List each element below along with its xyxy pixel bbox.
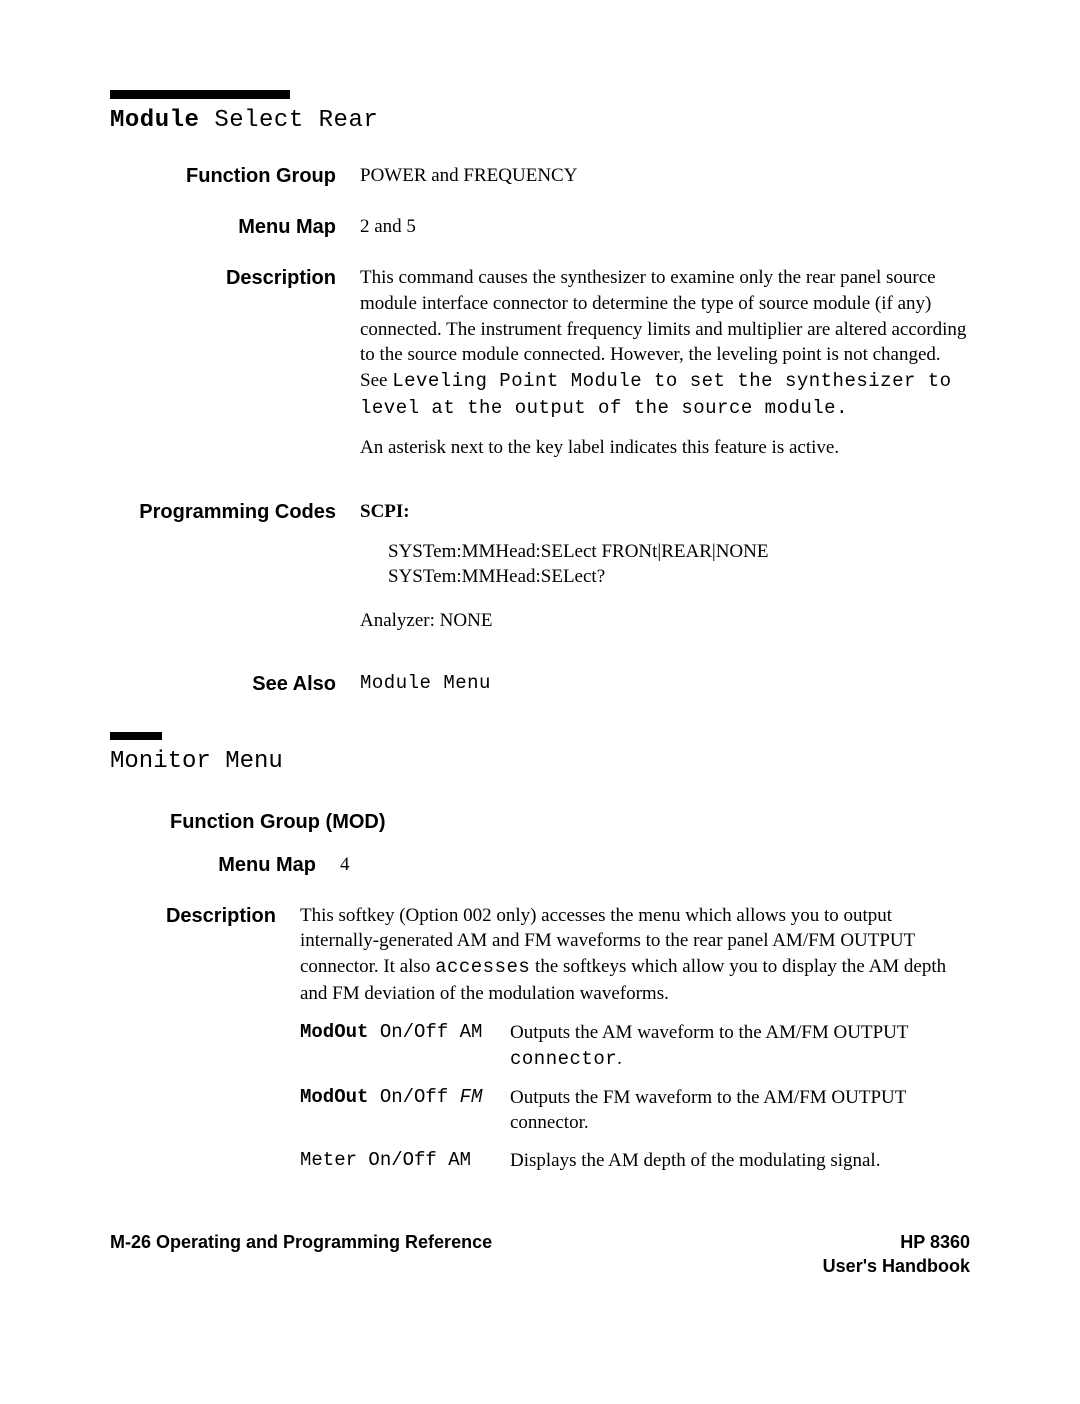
softkey-desc-2: Outputs the FM waveform to the AM/FM OUT… bbox=[510, 1085, 970, 1136]
scpi-line-1: SYSTem:MMHead:SELect FRONt|REAR|NONE bbox=[388, 539, 970, 565]
row-function-group-2: Function Group (MOD) bbox=[110, 809, 970, 836]
row-menu-map-2: Menu Map 4 bbox=[110, 852, 970, 879]
softkey-row-1: ModOut On/Off AM Outputs the AM waveform… bbox=[300, 1020, 970, 1072]
value-menu-map-2: 4 bbox=[340, 852, 970, 879]
label-see-also: See Also bbox=[110, 671, 360, 698]
sk1-desc-mono: connector bbox=[510, 1048, 617, 1070]
softkey-key-3: Meter On/Off AM bbox=[300, 1148, 510, 1174]
monitor-title: Monitor Menu bbox=[110, 746, 970, 778]
footer-right-1: HP 8360 bbox=[823, 1230, 970, 1254]
row-menu-map: Menu Map 2 and 5 bbox=[110, 214, 970, 241]
footer-left-bold: M-26 bbox=[110, 1232, 156, 1252]
command-title: Module Select Rear bbox=[110, 105, 970, 137]
softkey-desc-1: Outputs the AM waveform to the AM/FM OUT… bbox=[510, 1020, 970, 1072]
label-description: Description bbox=[110, 265, 360, 474]
softkey-row-2: ModOut On/Off FM Outputs the FM waveform… bbox=[300, 1085, 970, 1136]
row-function-group: Function Group POWER and FREQUENCY bbox=[110, 163, 970, 190]
desc2-p1: This softkey (Option 002 only) accesses … bbox=[300, 903, 970, 1007]
row-programming-codes: Programming Codes SCPI: SYSTem:MMHead:SE… bbox=[110, 499, 970, 648]
value-menu-map: 2 and 5 bbox=[360, 214, 970, 241]
value-function-group: POWER and FREQUENCY bbox=[360, 163, 970, 190]
desc-p1: This command causes the synthesizer to e… bbox=[360, 265, 970, 421]
sk1-desc: Outputs the AM waveform to the AM/FM OUT… bbox=[510, 1022, 908, 1043]
footer-right-2: User's Handbook bbox=[823, 1254, 970, 1278]
sk2-i: FM bbox=[460, 1086, 483, 1108]
row-see-also: See Also Module Menu bbox=[110, 671, 970, 698]
section-monitor-menu: Monitor Menu Function Group (MOD) Menu M… bbox=[110, 732, 970, 1185]
row-description-2: Description This softkey (Option 002 onl… bbox=[110, 903, 970, 1186]
d2-softkey: softkey bbox=[339, 905, 395, 926]
label-menu-map-2: Menu Map bbox=[110, 852, 340, 879]
sk2-rest: On/Off bbox=[368, 1086, 459, 1108]
footer-left-rest: Operating and Programming Reference bbox=[156, 1232, 492, 1252]
footer-left: M-26 Operating and Programming Reference bbox=[110, 1230, 492, 1279]
softkey-key-2: ModOut On/Off FM bbox=[300, 1085, 510, 1136]
sk1-b: ModOut bbox=[300, 1021, 368, 1043]
analyzer-line: Analyzer: NONE bbox=[360, 608, 970, 634]
d2-softkeys: softkeys bbox=[563, 956, 626, 977]
label-function-group: Function Group bbox=[110, 163, 360, 190]
section-module-select-rear: Module Select Rear Function Group POWER … bbox=[110, 90, 970, 698]
value-description: This command causes the synthesizer to e… bbox=[360, 265, 970, 474]
d2c: the bbox=[530, 956, 563, 977]
label-programming-codes: Programming Codes bbox=[110, 499, 360, 648]
footer-right: HP 8360 User's Handbook bbox=[823, 1230, 970, 1279]
label-menu-map: Menu Map bbox=[110, 214, 360, 241]
heavy-rule bbox=[110, 90, 290, 99]
desc-p1-mono: Leveling Point Module to set the synthes… bbox=[360, 370, 952, 419]
page-footer: M-26 Operating and Programming Reference… bbox=[110, 1230, 970, 1279]
label-function-group-2: Function Group (MOD) bbox=[110, 809, 430, 836]
row-description: Description This command causes the synt… bbox=[110, 265, 970, 474]
scpi-line-2: SYSTem:MMHead:SELect? bbox=[388, 564, 970, 590]
label-description-2: Description bbox=[110, 903, 300, 1186]
scpi-label: SCPI: bbox=[360, 499, 970, 525]
value-programming-codes: SCPI: SYSTem:MMHead:SELect FRONt|REAR|NO… bbox=[360, 499, 970, 648]
title-rest: Select Rear bbox=[199, 107, 378, 134]
value-function-group-2 bbox=[430, 809, 970, 836]
d2-accesses: accesses bbox=[435, 956, 530, 978]
value-see-also: Module Menu bbox=[360, 671, 970, 698]
softkey-key-1: ModOut On/Off AM bbox=[300, 1020, 510, 1072]
d2a: This bbox=[300, 905, 339, 926]
sk1-rest: On/Off AM bbox=[368, 1021, 482, 1043]
scpi-block: SYSTem:MMHead:SELect FRONt|REAR|NONE SYS… bbox=[388, 539, 970, 590]
sk1-desc-tail: . bbox=[617, 1048, 622, 1069]
softkey-desc-3: Displays the AM depth of the modulating … bbox=[510, 1148, 970, 1174]
sk2-b: ModOut bbox=[300, 1086, 368, 1108]
softkey-row-3: Meter On/Off AM Displays the AM depth of… bbox=[300, 1148, 970, 1174]
title-bold: Module bbox=[110, 107, 199, 134]
value-description-2: This softkey (Option 002 only) accesses … bbox=[300, 903, 970, 1186]
desc-p2: An asterisk next to the key label indica… bbox=[360, 435, 970, 461]
short-rule bbox=[110, 732, 162, 740]
